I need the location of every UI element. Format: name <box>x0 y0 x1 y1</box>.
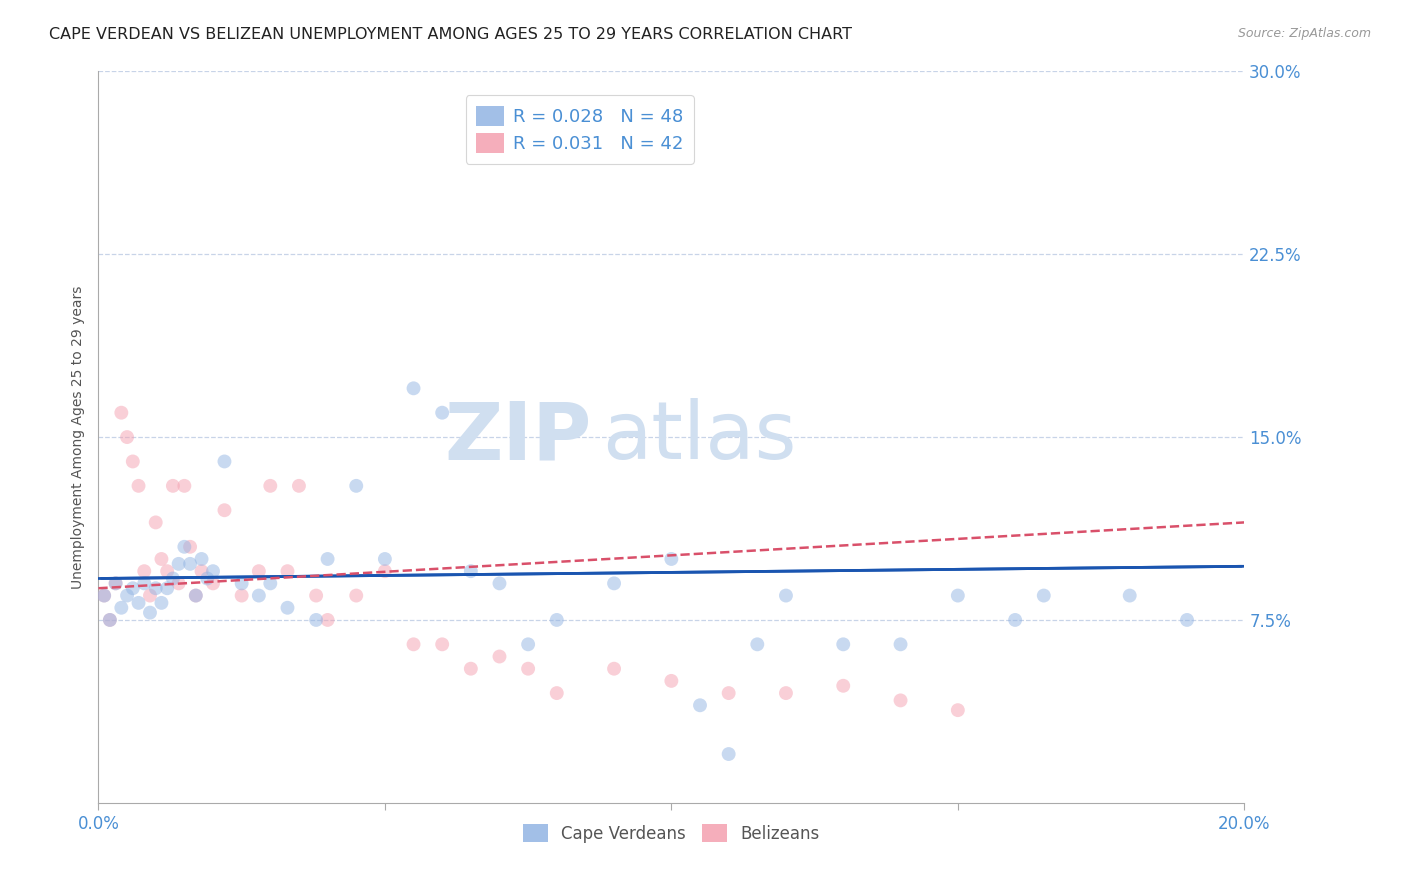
Point <box>305 589 328 603</box>
Point <box>316 552 339 566</box>
Point <box>128 596 150 610</box>
Point <box>344 479 367 493</box>
Point <box>276 564 298 578</box>
Point <box>747 637 769 651</box>
Point <box>156 581 179 595</box>
Point <box>121 581 143 595</box>
Point <box>517 637 540 651</box>
Point <box>167 576 190 591</box>
Point <box>195 572 218 586</box>
Point <box>179 557 201 571</box>
Point <box>1175 613 1198 627</box>
Point <box>430 406 453 420</box>
Point <box>946 589 969 603</box>
Legend: Cape Verdeans, Belizeans: Cape Verdeans, Belizeans <box>516 817 827 849</box>
Point <box>145 516 167 530</box>
Point <box>402 381 425 395</box>
Point <box>150 596 173 610</box>
Point <box>134 564 156 578</box>
Point <box>134 576 156 591</box>
Point <box>115 589 138 603</box>
Point <box>110 406 132 420</box>
Point <box>288 479 311 493</box>
Point <box>162 479 184 493</box>
Point <box>832 679 855 693</box>
Point <box>889 693 911 707</box>
Point <box>202 576 225 591</box>
Text: Source: ZipAtlas.com: Source: ZipAtlas.com <box>1237 27 1371 40</box>
Point <box>231 576 253 591</box>
Point <box>93 589 115 603</box>
Point <box>231 589 253 603</box>
Point <box>104 576 127 591</box>
Point <box>247 589 270 603</box>
Point <box>374 552 396 566</box>
Point <box>775 686 797 700</box>
Point <box>305 613 328 627</box>
Point <box>156 564 179 578</box>
Point <box>603 662 626 676</box>
Point <box>139 606 162 620</box>
Point <box>128 479 150 493</box>
Point <box>98 613 121 627</box>
Point <box>946 703 969 717</box>
Point <box>488 649 510 664</box>
Point <box>104 576 127 591</box>
Point <box>775 589 797 603</box>
Point <box>517 662 540 676</box>
Point <box>488 576 510 591</box>
Point <box>190 564 212 578</box>
Point <box>374 564 396 578</box>
Point <box>190 552 212 566</box>
Point <box>93 589 115 603</box>
Point <box>316 613 339 627</box>
Point <box>173 540 195 554</box>
Point <box>202 564 225 578</box>
Point <box>717 747 740 761</box>
Point <box>717 686 740 700</box>
Point <box>184 589 207 603</box>
Point <box>460 564 482 578</box>
Point <box>98 613 121 627</box>
Text: ZIP: ZIP <box>444 398 591 476</box>
Point <box>402 637 425 651</box>
Point <box>689 698 711 713</box>
Point <box>1118 589 1140 603</box>
Point <box>162 572 184 586</box>
Point <box>430 637 453 651</box>
Point <box>214 503 236 517</box>
Point <box>179 540 201 554</box>
Point <box>115 430 138 444</box>
Point <box>603 576 626 591</box>
Point <box>889 637 911 651</box>
Point <box>259 576 281 591</box>
Point <box>661 673 683 688</box>
Point <box>259 479 281 493</box>
Point <box>1032 589 1054 603</box>
Y-axis label: Unemployment Among Ages 25 to 29 years: Unemployment Among Ages 25 to 29 years <box>70 285 84 589</box>
Point <box>167 557 190 571</box>
Point <box>661 552 683 566</box>
Point <box>110 600 132 615</box>
Point <box>121 454 143 468</box>
Point <box>139 589 162 603</box>
Point <box>832 637 855 651</box>
Point <box>214 454 236 468</box>
Point <box>150 552 173 566</box>
Point <box>344 589 367 603</box>
Text: atlas: atlas <box>603 398 797 476</box>
Point <box>276 600 298 615</box>
Point <box>546 686 568 700</box>
Point <box>546 613 568 627</box>
Point <box>460 662 482 676</box>
Text: CAPE VERDEAN VS BELIZEAN UNEMPLOYMENT AMONG AGES 25 TO 29 YEARS CORRELATION CHAR: CAPE VERDEAN VS BELIZEAN UNEMPLOYMENT AM… <box>49 27 852 42</box>
Point <box>145 581 167 595</box>
Point <box>1004 613 1026 627</box>
Point <box>184 589 207 603</box>
Point <box>173 479 195 493</box>
Point <box>247 564 270 578</box>
